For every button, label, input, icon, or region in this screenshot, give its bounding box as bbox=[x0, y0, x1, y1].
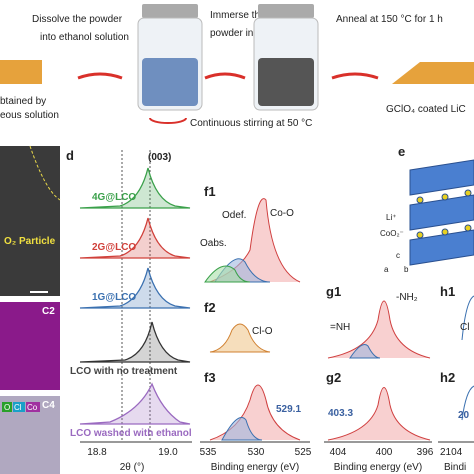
panel-label: f2 bbox=[204, 300, 216, 315]
axis-c: c bbox=[396, 251, 400, 260]
sample: LCO washed with ethanol bbox=[70, 428, 192, 439]
peak-label: Odef. bbox=[222, 210, 246, 221]
x-tick-label: 18.8 bbox=[87, 447, 107, 458]
x-tick-label: 396 bbox=[417, 447, 434, 458]
coo2-label: CoO₂⁻ bbox=[380, 229, 404, 238]
axis-b: b bbox=[404, 265, 409, 274]
panel-label: h1 bbox=[440, 284, 455, 299]
li-label: Li⁺ bbox=[386, 213, 396, 222]
legend: Co bbox=[27, 403, 38, 412]
crystal bbox=[409, 159, 474, 266]
x-axis-label: Bindi bbox=[444, 462, 466, 473]
sample: 4G@LCO bbox=[92, 192, 136, 203]
panel-label: f3 bbox=[204, 370, 216, 385]
jar-2 bbox=[253, 4, 319, 111]
axis-a: a bbox=[384, 265, 389, 274]
peak-label: -NH₂ bbox=[396, 292, 418, 303]
coated-sheet bbox=[392, 62, 474, 84]
x-tick-label: 400 bbox=[376, 447, 393, 458]
step1-line1: Dissolve the powder bbox=[32, 14, 123, 25]
peak-label: Co-O bbox=[270, 208, 294, 219]
x-axis-label: Binding energy (eV) bbox=[334, 462, 422, 473]
product: GClO₄ coated LiC bbox=[386, 104, 466, 115]
x-tick-label: 19.0 bbox=[158, 447, 178, 458]
peak-label: =NH bbox=[330, 322, 350, 333]
panel-label: g1 bbox=[326, 284, 341, 299]
x-tick-label: 404 bbox=[330, 447, 347, 458]
legend: Cl bbox=[14, 403, 22, 412]
arrow bbox=[77, 72, 123, 80]
stir-arrow bbox=[149, 117, 187, 124]
particle-label: O₂ Particle bbox=[4, 236, 56, 247]
x-tick-label: 530 bbox=[248, 447, 265, 458]
sample: LCO with no treatment bbox=[70, 366, 178, 377]
map-label: C2 bbox=[42, 306, 55, 317]
panel-label: d bbox=[66, 148, 74, 163]
start-line2: eous solution bbox=[0, 110, 59, 121]
step2-line1: Immerse the LiCoO₂ bbox=[210, 10, 301, 21]
stirring: Continuous stirring at 50 °C bbox=[190, 118, 312, 129]
x-tick-label: 525 bbox=[295, 447, 312, 458]
panel-label: g2 bbox=[326, 370, 341, 385]
peak-label: 20 bbox=[458, 410, 470, 421]
tem-image bbox=[0, 146, 60, 296]
x-tick-label: 2104 bbox=[440, 447, 463, 458]
peak-label: Oabs. bbox=[200, 238, 227, 249]
map-image bbox=[0, 302, 60, 390]
sample: 1G@LCO bbox=[92, 292, 136, 303]
boundary bbox=[29, 145, 61, 201]
x-tick-label: 535 bbox=[200, 447, 217, 458]
x-axis-label: 2θ (°) bbox=[120, 462, 145, 473]
legend: O bbox=[4, 403, 10, 412]
peak-label: (003) bbox=[148, 152, 171, 163]
peak-label: 529.1 bbox=[276, 404, 301, 415]
arrow bbox=[204, 72, 246, 80]
step3: Anneal at 150 °C for 1 h bbox=[336, 14, 443, 25]
peak-label: Cl bbox=[460, 322, 469, 333]
peak-label: 403.3 bbox=[328, 408, 353, 419]
panel-label: e bbox=[398, 144, 405, 159]
start-line1: btained by bbox=[0, 96, 46, 107]
peak-label: Cl-O bbox=[252, 326, 273, 337]
panel-label: h2 bbox=[440, 370, 455, 385]
arrow bbox=[331, 72, 379, 80]
jar-1 bbox=[137, 4, 203, 111]
step1-line2: into ethanol solution bbox=[40, 32, 129, 43]
sample: 2G@LCO bbox=[92, 242, 136, 253]
panel-label: f1 bbox=[204, 184, 216, 199]
map-label: C4 bbox=[42, 400, 55, 411]
powder-image bbox=[0, 60, 42, 84]
x-axis-label: Binding energy (eV) bbox=[211, 462, 299, 473]
